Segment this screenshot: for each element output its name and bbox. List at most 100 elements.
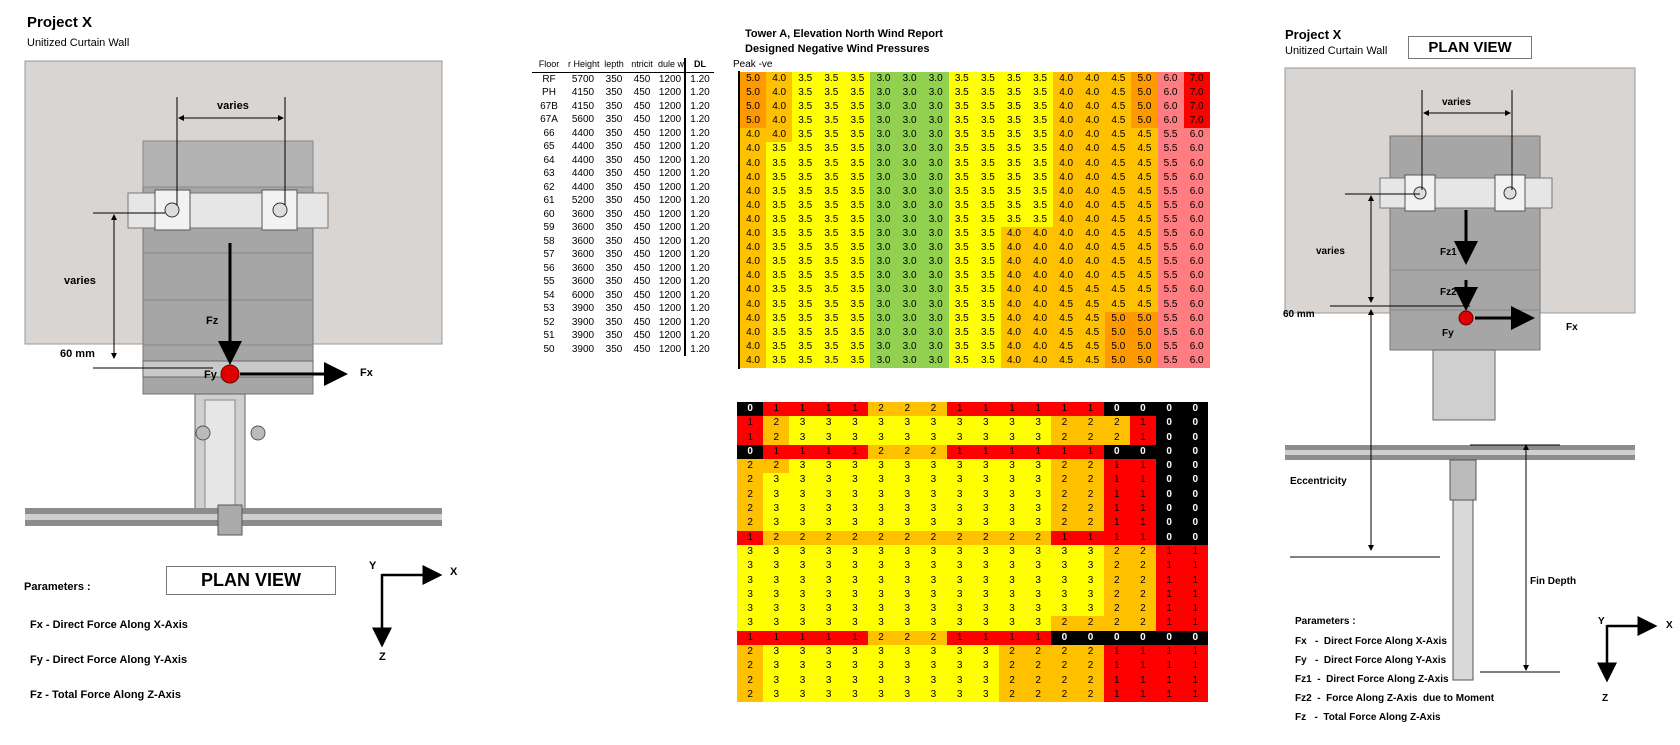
code-cell: 1 xyxy=(1182,673,1209,688)
table-cell: 5600 xyxy=(571,114,595,125)
axis-y-label-left: Y xyxy=(369,560,377,572)
code-cell: 3 xyxy=(998,459,1026,474)
pressure-cell: 4.0 xyxy=(1053,170,1080,185)
pressure-cell: 6.0 xyxy=(1183,353,1210,368)
code-cell: 0 xyxy=(1156,430,1183,445)
code-cell: 0 xyxy=(1103,630,1130,646)
pressure-cell: 4.0 xyxy=(1053,142,1080,157)
code-cell: 3 xyxy=(894,573,921,588)
pressure-cell: 3.5 xyxy=(766,269,793,284)
pressure-cell: 3.5 xyxy=(818,269,845,284)
pressure-cell: 4.0 xyxy=(1053,86,1080,101)
code-cell: 3 xyxy=(789,459,816,474)
pressure-cell: 5.0 xyxy=(1131,114,1158,129)
table-cell: 3600 xyxy=(571,208,595,220)
code-cell: 3 xyxy=(946,645,973,660)
table-cell: 1200 xyxy=(658,276,682,287)
code-cell: 3 xyxy=(789,587,816,603)
pressure-cell: 3.0 xyxy=(896,128,923,143)
parameter-fz: Fz - Total Force Along Z-Axis xyxy=(30,689,181,701)
code-cell: 0 xyxy=(1182,630,1209,646)
pressure-cell: 4.0 xyxy=(1000,297,1028,312)
code-cell: 1 xyxy=(763,444,790,460)
pressure-cell: 4.5 xyxy=(1131,227,1158,242)
code-cell: 1 xyxy=(1156,616,1183,631)
pressure-cell: 3.0 xyxy=(870,283,897,298)
pressure-cell: 3.5 xyxy=(818,114,845,129)
pressure-cell: 3.5 xyxy=(974,311,1001,326)
pressure-cell: 4.0 xyxy=(740,128,767,143)
code-cell: 3 xyxy=(946,516,973,531)
table-cell: 1.20 xyxy=(684,207,714,221)
force-fx-label: Fx xyxy=(360,367,373,379)
table-row: 59 3600 350 450 1200 1.20 xyxy=(532,221,714,235)
table-cell: 1.20 xyxy=(684,275,714,289)
code-cell: 2 xyxy=(1077,473,1104,488)
dim-varies-top-right: varies xyxy=(1442,97,1471,108)
code-cell: 2 xyxy=(1103,559,1130,574)
heatmap-row: 4.0 3.5 3.5 3.5 3.5 3.0 3.0 3.0 3.5 3.5 4.0 4.0 4.5 4… xyxy=(740,339,1210,354)
heatmap-row: 4.0 3.5 3.5 3.5 3.5 3.0 3.0 3.0 3.5 3.5 4.0 4.0 4.5 4… xyxy=(740,353,1210,368)
pressure-cell: 3.5 xyxy=(818,325,845,340)
table-cell: 1.20 xyxy=(684,72,714,86)
pressure-cell: 3.5 xyxy=(1000,142,1028,157)
pressure-cell: 4.5 xyxy=(1053,283,1080,298)
table-cell: 1200 xyxy=(658,303,682,314)
table-cell: 63 xyxy=(543,168,555,179)
pressure-cell: 7.0 xyxy=(1183,114,1210,129)
code-cell: 1 xyxy=(1129,502,1156,517)
code-cell: 3 xyxy=(841,645,868,660)
table-cell: 1200 xyxy=(658,262,682,274)
code-cell: 1 xyxy=(1103,502,1130,517)
report-title: Tower A, Elevation North Wind Report xyxy=(745,28,943,40)
pressure-cell: 5.5 xyxy=(1157,212,1184,228)
pressure-cell: 4.5 xyxy=(1053,297,1080,312)
pressure-cell: 3.5 xyxy=(948,86,975,101)
code-cell: 2 xyxy=(1103,430,1130,445)
code-cell: 3 xyxy=(1051,602,1078,617)
code-cell: 3 xyxy=(763,487,790,503)
table-cell: 1.20 xyxy=(684,248,714,262)
code-cell: 3 xyxy=(867,687,895,703)
table-cell: 1200 xyxy=(658,141,682,152)
pressure-cell: 3.5 xyxy=(1027,142,1054,157)
table-cell: 350 xyxy=(605,289,623,301)
table-cell: 1200 xyxy=(658,343,682,355)
pressure-cell: 3.0 xyxy=(922,297,949,312)
table-cell: 350 xyxy=(605,222,623,233)
table-cell: 3600 xyxy=(571,276,595,287)
table-cell: 1200 xyxy=(658,127,682,139)
pressure-cell: 5.5 xyxy=(1157,297,1184,312)
code-cell: 1 xyxy=(1182,687,1209,703)
pressure-cell: 3.0 xyxy=(870,297,897,312)
code-cell: 3 xyxy=(737,602,764,617)
pressure-cell: 3.0 xyxy=(922,227,949,242)
code-cell: 2 xyxy=(1025,687,1052,703)
pressure-cell: 5.0 xyxy=(1131,72,1158,87)
pressure-cell: 3.5 xyxy=(974,241,1001,256)
table-cell: 350 xyxy=(605,141,623,152)
code-cell: 2 xyxy=(920,402,947,417)
parameter-fz2-right: Fz2 - Force Along Z-Axis due to Moment xyxy=(1295,693,1495,704)
table-cell: 1200 xyxy=(658,235,682,247)
pressure-cell: 3.5 xyxy=(818,72,845,87)
code-cell: 2 xyxy=(763,416,790,431)
table-cell: 62 xyxy=(543,181,555,193)
table-cell: 450 xyxy=(633,316,651,328)
pressure-cell: 5.0 xyxy=(740,114,767,129)
pressure-cell: 5.0 xyxy=(1105,353,1132,368)
table-cell: 1.20 xyxy=(684,140,714,154)
table-cell: 450 xyxy=(633,289,651,301)
code-cell: 3 xyxy=(998,516,1026,531)
code-cell: 0 xyxy=(1156,516,1183,531)
pressure-cell: 3.5 xyxy=(792,72,819,87)
table-cell: 57 xyxy=(543,249,555,260)
pressure-cell: 4.0 xyxy=(1053,255,1080,270)
table-cell: 450 xyxy=(633,141,651,152)
pressure-cell: 3.5 xyxy=(844,283,871,298)
pressure-cell: 3.0 xyxy=(896,170,923,185)
code-cell: 3 xyxy=(815,573,842,588)
pressure-cell: 5.5 xyxy=(1157,142,1184,157)
